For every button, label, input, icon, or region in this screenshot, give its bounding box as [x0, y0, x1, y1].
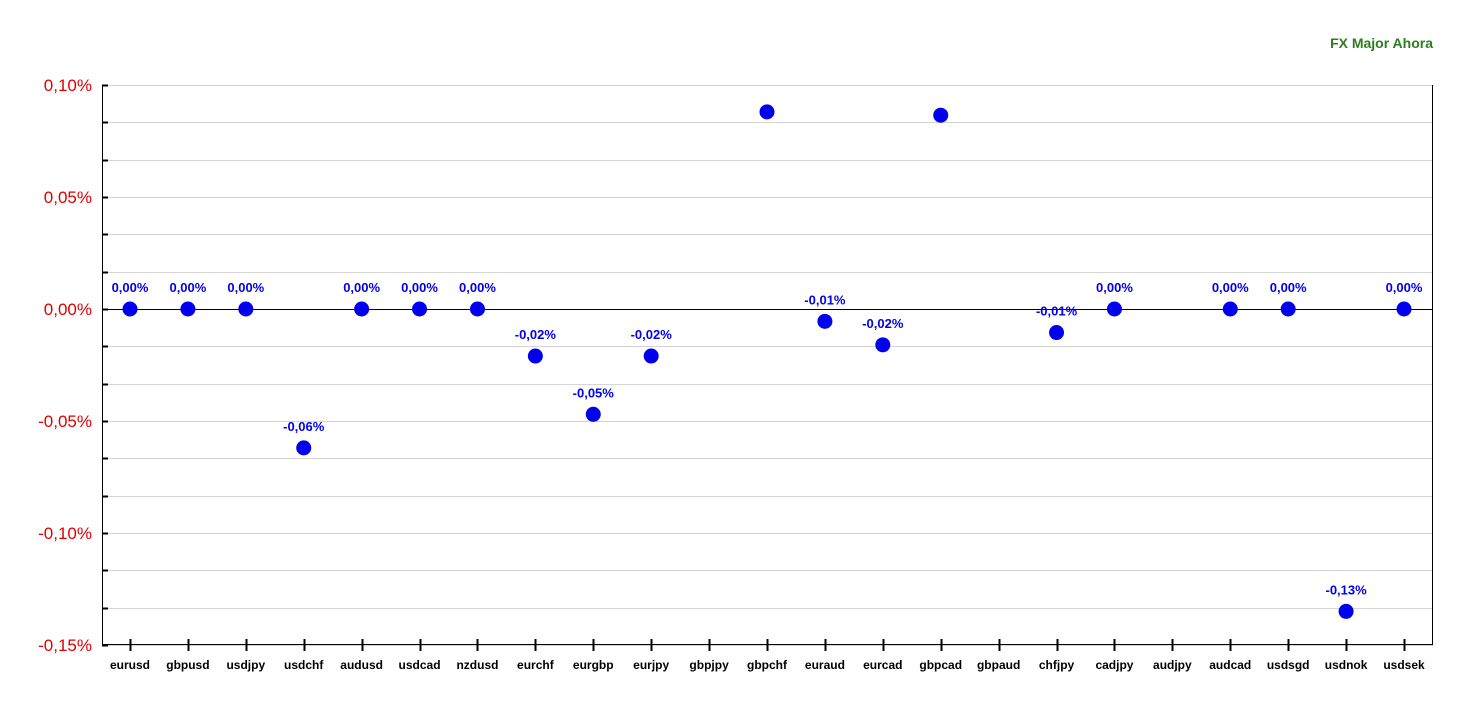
x-tick-label: gbpusd: [166, 658, 209, 672]
x-tick-label: usdsek: [1383, 658, 1425, 672]
data-point: [527, 348, 543, 364]
x-tick-label: usdchf: [284, 658, 324, 672]
data-label: -0,01%: [1036, 304, 1078, 319]
data-point: [759, 104, 775, 120]
data-label: 0,00%: [343, 280, 380, 295]
data-label: 0,00%: [1270, 280, 1307, 295]
data-point: [180, 301, 196, 317]
data-point: [122, 301, 138, 317]
data-point: [933, 107, 949, 123]
data-point: [1338, 603, 1354, 619]
x-tick-label: usdsgd: [1267, 658, 1310, 672]
data-point: [643, 348, 659, 364]
data-point: [817, 313, 833, 329]
data-label: 0,00%: [1386, 280, 1423, 295]
x-tick-label: nzdusd: [456, 658, 498, 672]
y-tick-label: 0,00%: [44, 300, 92, 319]
x-tick-label: usdnok: [1325, 658, 1368, 672]
x-tick-label: chfjpy: [1039, 658, 1075, 672]
y-tick-label: -0,05%: [38, 412, 92, 431]
data-point: [1396, 301, 1412, 317]
data-point: [469, 301, 485, 317]
data-point: [354, 301, 370, 317]
data-point: [238, 301, 254, 317]
data-label: -0,06%: [283, 419, 325, 434]
data-label: 0,00%: [227, 280, 264, 295]
y-tick-label: 0,05%: [44, 188, 92, 207]
data-point: [1106, 301, 1122, 317]
data-point: [1280, 301, 1296, 317]
data-point: [585, 406, 601, 422]
data-label: -0,01%: [804, 292, 846, 307]
x-tick-label: gbpchf: [747, 658, 788, 672]
data-label: -0,02%: [862, 316, 904, 331]
data-label: -0,05%: [573, 385, 615, 400]
data-label: 0,00%: [112, 280, 149, 295]
x-tick-label: euraud: [805, 658, 845, 672]
data-label: 0,00%: [401, 280, 438, 295]
x-tick-label: gbpjpy: [689, 658, 729, 672]
x-tick-label: eurgbp: [573, 658, 614, 672]
data-label: 0,00%: [169, 280, 206, 295]
data-point: [1222, 301, 1238, 317]
x-tick-label: audjpy: [1153, 658, 1192, 672]
y-tick-label: -0,10%: [38, 524, 92, 543]
x-tick-label: gbpaud: [977, 658, 1020, 672]
data-label: 0,00%: [459, 280, 496, 295]
x-tick-label: eurjpy: [633, 658, 669, 672]
x-tick-label: audusd: [340, 658, 383, 672]
data-label: -0,13%: [1325, 582, 1367, 597]
data-point: [412, 301, 428, 317]
data-point: [296, 440, 312, 456]
chart-title: FX Major Ahora: [1330, 35, 1433, 51]
x-tick-label: eurchf: [517, 658, 555, 672]
x-tick-label: cadjpy: [1095, 658, 1133, 672]
data-label: 0,00%: [1212, 280, 1249, 295]
y-tick-label: 0,10%: [44, 76, 92, 95]
x-tick-label: eurcad: [863, 658, 902, 672]
x-tick-label: eurusd: [110, 658, 150, 672]
x-tick-label: gbpcad: [919, 658, 962, 672]
data-point: [1049, 325, 1065, 341]
x-tick-label: usdcad: [399, 658, 441, 672]
data-label: -0,02%: [631, 327, 673, 342]
x-tick-label: usdjpy: [226, 658, 265, 672]
data-point: [875, 337, 891, 353]
data-label: 0,00%: [1096, 280, 1133, 295]
data-label: -0,02%: [515, 327, 557, 342]
x-tick-label: audcad: [1209, 658, 1251, 672]
y-tick-label: -0,15%: [38, 636, 92, 655]
